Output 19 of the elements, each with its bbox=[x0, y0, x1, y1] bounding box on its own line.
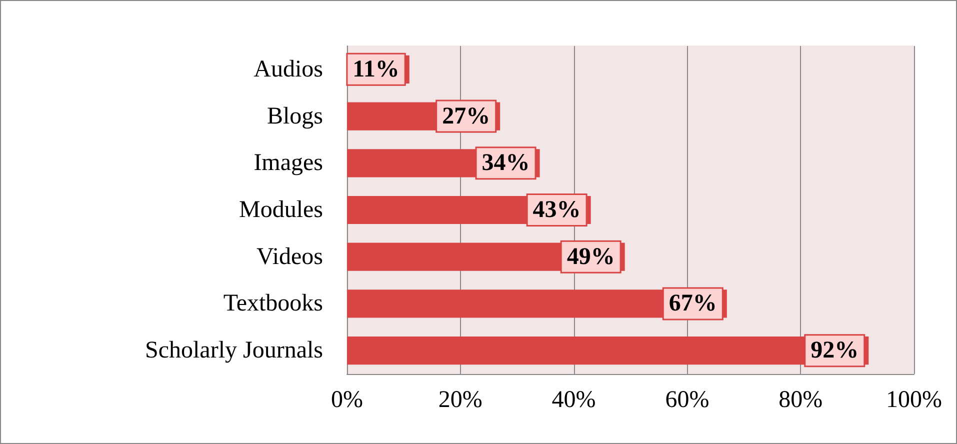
data-label: 49% bbox=[566, 244, 615, 270]
x-tick-label: 60% bbox=[665, 387, 710, 413]
data-label: 92% bbox=[810, 338, 859, 364]
y-tick-label: Blogs bbox=[266, 103, 323, 130]
data-label: 43% bbox=[532, 197, 581, 223]
x-tick-label: 40% bbox=[552, 387, 596, 413]
x-tick-label: 80% bbox=[778, 387, 823, 413]
y-tick-label: Textbooks bbox=[223, 290, 323, 317]
y-tick-label: Audios bbox=[254, 56, 323, 82]
y-tick-label: Modules bbox=[239, 197, 323, 223]
data-label: 67% bbox=[668, 290, 717, 317]
y-tick-label: Videos bbox=[256, 244, 323, 270]
data-label: 34% bbox=[482, 150, 530, 176]
data-label: 27% bbox=[442, 103, 490, 130]
y-tick-label: Images bbox=[254, 150, 323, 176]
x-tick-label: 0% bbox=[331, 387, 363, 413]
x-tick-label: 20% bbox=[438, 387, 482, 413]
y-tick-label: Scholarly Journals bbox=[145, 338, 323, 364]
x-tick-label: 100% bbox=[886, 387, 942, 413]
